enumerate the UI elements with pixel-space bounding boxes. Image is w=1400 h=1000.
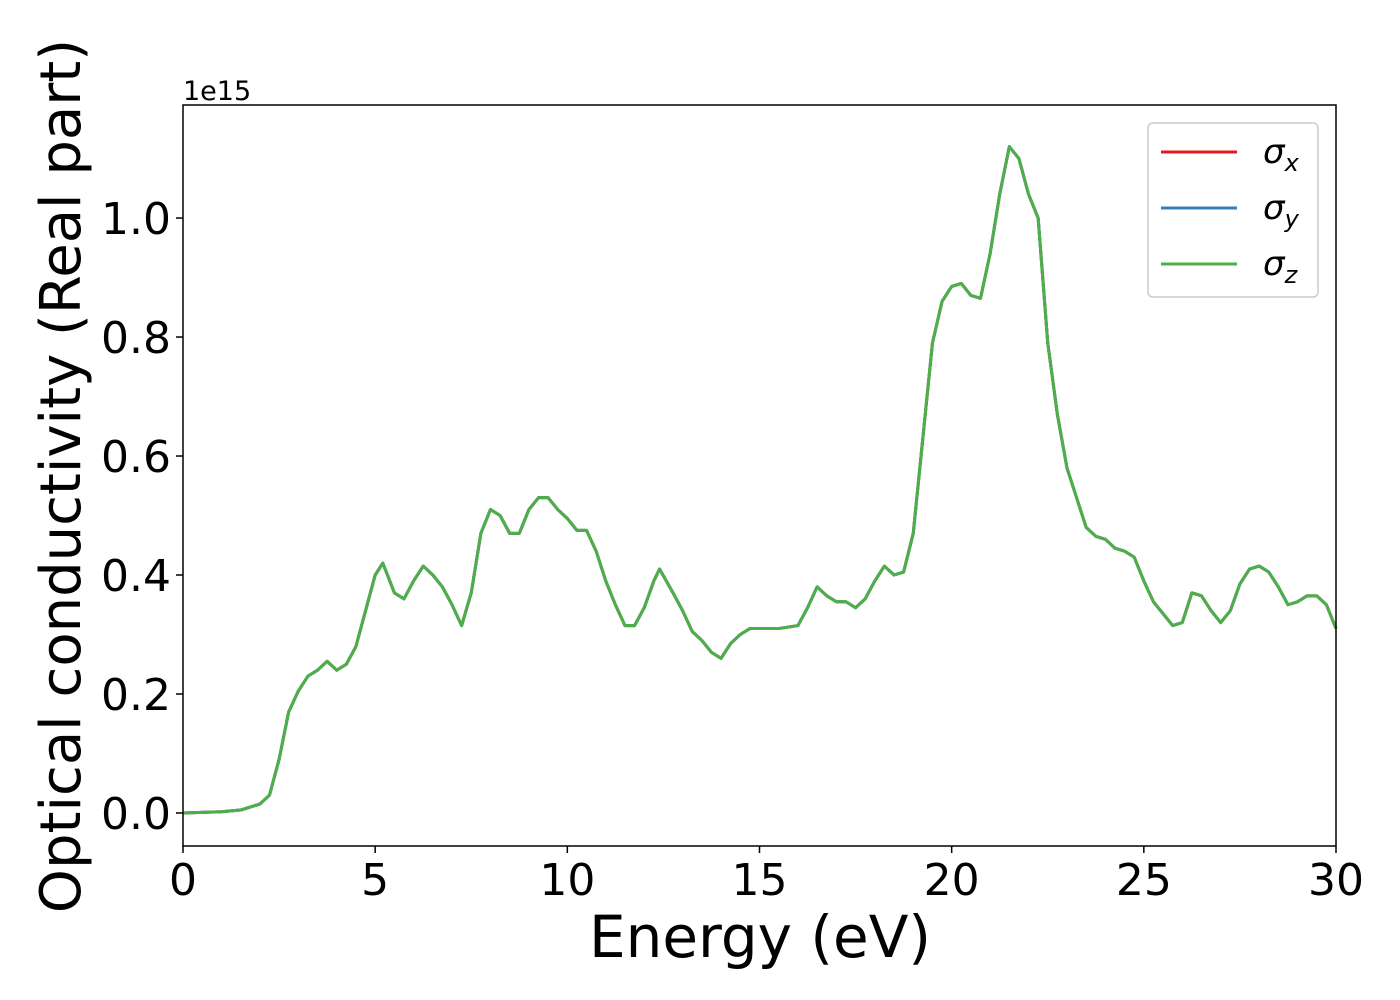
x-tick-label: 25 [1116,855,1172,906]
offset-label: 1e15 [183,76,251,107]
x-tick-label: 20 [924,855,980,906]
x-tick-label: 30 [1308,855,1364,906]
x-tick-label: 15 [732,855,788,906]
y-tick-label: 0.8 [101,313,171,364]
y-tick-label: 0.0 [101,789,171,840]
legend-label: σx [1263,132,1300,177]
x-tick-label: 5 [361,855,389,906]
y-axis-label: Optical conductivity (Real part) [29,39,94,913]
y-tick-label: 0.6 [101,432,171,483]
y-tick-label: 0.2 [101,670,171,721]
legend-label: σy [1263,188,1300,233]
series-line [182,145,1338,815]
y-tick-label: 0.4 [101,551,171,602]
x-tick-label: 0 [169,855,197,906]
x-axis-label: Energy (eV) [589,903,931,971]
legend-box [1147,122,1319,298]
legend-label: σz [1263,244,1299,289]
plot-frame [182,104,1337,847]
y-tick-label: 1.0 [101,194,171,245]
x-tick-label: 10 [539,855,595,906]
